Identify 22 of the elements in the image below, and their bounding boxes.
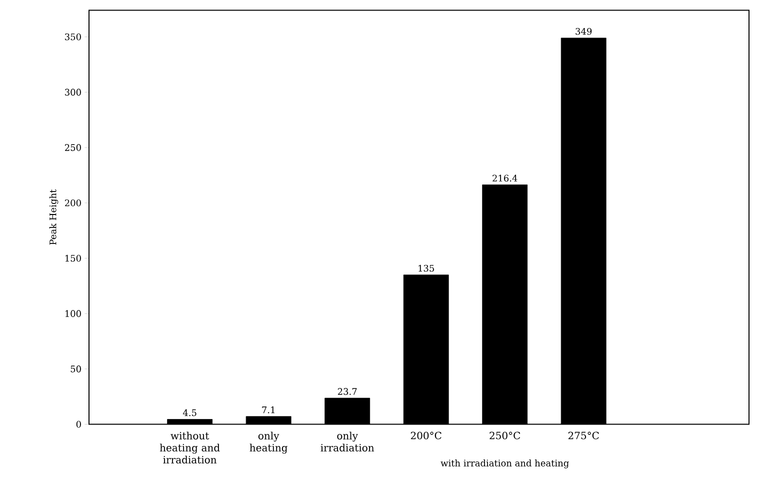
x-tick-label: 200°C xyxy=(410,432,442,440)
x-tick-label: only irradiation xyxy=(320,432,374,452)
y-tick-label: 250 xyxy=(64,144,81,151)
text: with irradiation and heating xyxy=(440,459,569,468)
x-tick-label: only heating xyxy=(250,432,288,454)
y-tick-label: 300 xyxy=(65,88,81,96)
y-tick-label: 350 xyxy=(65,33,81,40)
data-label: 23.7 xyxy=(338,388,357,395)
y-tick-label: 0 xyxy=(76,420,81,428)
data-label: 4.5 xyxy=(182,409,196,416)
data-label: 216.4 xyxy=(492,174,518,182)
y-axis-title: Peak Height xyxy=(49,189,58,245)
y-tick-label: 50 xyxy=(70,366,81,372)
x-tick-label: 275°C xyxy=(568,432,599,440)
x-tick-label: 250°C xyxy=(490,432,520,440)
y-tick-label: 150 xyxy=(65,254,81,262)
y-tick-label: 200 xyxy=(64,199,81,206)
data-label: 135 xyxy=(418,264,434,272)
x-tick-label: without heating and irradiation xyxy=(160,432,220,464)
data-label: 349 xyxy=(576,28,592,35)
data-label: 7.1 xyxy=(262,406,274,414)
y-tick-label: 100 xyxy=(65,310,81,317)
